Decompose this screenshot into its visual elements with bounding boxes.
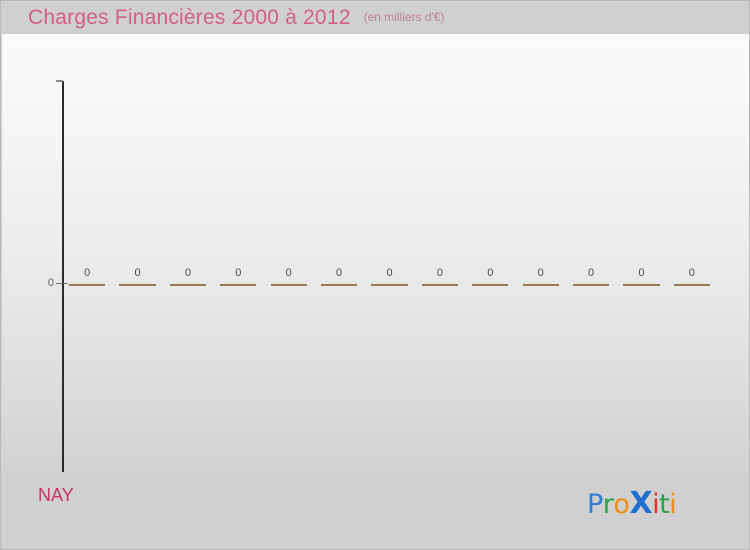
bar-value-label: 0 [84,267,91,279]
bar-value-label: 0 [537,267,544,279]
bar-value-label: 0 [134,267,141,279]
logo-letter-t: t [659,489,670,520]
y-axis-line [62,81,64,484]
page-title: Charges Financières 2000 à 2012 [28,6,351,29]
bar [119,284,156,286]
bar [421,284,458,286]
y-axis-tick-zero [56,283,68,284]
bar [522,284,559,286]
logo-letter-i-first: i [652,489,660,520]
proxiti-logo[interactable]: ProXiti [587,486,677,521]
bar-value-label: 0 [386,267,393,279]
logo-letter-o: o [613,489,630,520]
bar-value-label: 0 [638,267,645,279]
y-axis-label-zero: 0 [47,277,54,289]
bar [472,284,509,286]
logo-letter-p: P [587,489,603,520]
bar-value-label: 0 [285,267,292,279]
bar-value-label: 0 [587,267,595,279]
bar [320,284,358,286]
bar [572,284,610,286]
bar-value-label: 0 [487,267,494,279]
bar [270,284,307,286]
bar-value-label: 0 [436,267,443,279]
bar [169,284,207,286]
y-axis-top-tick [56,80,63,82]
location-label: NAY [38,485,74,505]
bar [673,284,710,286]
chart-subtitle: (en milliers d'€) [363,10,445,24]
bar-value-label: 0 [235,267,242,279]
logo-letter-i-second: i [669,489,677,520]
bar-value-label: 0 [184,267,192,279]
logo-letter-x: X [629,486,653,521]
chart-footer: NAY ProXiti [1,472,749,549]
bar-value-label: 0 [336,267,343,279]
logo-letter-r: r [602,489,614,520]
bar-value-label: 0 [688,267,695,279]
chart-header: Charges Financières 2000 à 2012 (en mill… [1,1,749,35]
bar [371,284,408,286]
bar [220,284,257,286]
bar [623,284,660,286]
bar [69,284,106,286]
